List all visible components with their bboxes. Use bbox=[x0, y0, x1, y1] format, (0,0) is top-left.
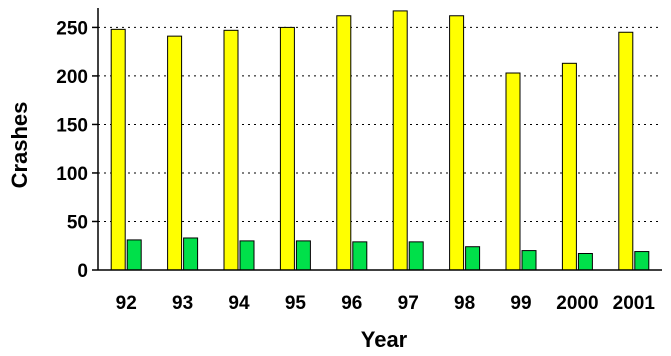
bar-green-94 bbox=[239, 240, 255, 271]
bar-green-95 bbox=[295, 240, 311, 271]
x-axis-title: Year bbox=[361, 327, 408, 352]
bar-green-93 bbox=[183, 237, 199, 271]
bar-green-2000 bbox=[577, 253, 593, 271]
x-tick-label-96: 96 bbox=[341, 293, 362, 314]
bar-yellow-96 bbox=[336, 15, 352, 271]
x-tick-labels: 92 93 94 95 96 97 98 99 2000 2001 bbox=[116, 293, 656, 314]
y-tick-labels: 0 50 100 150 200 250 bbox=[56, 18, 98, 282]
bar-green-92 bbox=[126, 239, 142, 271]
x-tick-label-93: 93 bbox=[172, 293, 193, 314]
x-tick-label-95: 95 bbox=[285, 293, 307, 314]
x-tick-label-99: 99 bbox=[510, 293, 531, 314]
bar-yellow-99 bbox=[505, 72, 521, 271]
y-tick-label-150: 150 bbox=[56, 115, 88, 136]
bar-green-98 bbox=[465, 246, 481, 271]
bar-yellow-98 bbox=[449, 15, 465, 271]
bar-yellow-92 bbox=[110, 28, 126, 271]
x-tick-label-92: 92 bbox=[116, 293, 137, 314]
bars bbox=[110, 10, 650, 271]
x-tick-label-97: 97 bbox=[398, 293, 419, 314]
bar-green-96 bbox=[352, 241, 368, 271]
bar-green-2001 bbox=[634, 251, 650, 271]
y-tick-label-50: 50 bbox=[67, 212, 88, 233]
x-tick-label-2001: 2001 bbox=[613, 293, 656, 314]
x-tick-label-98: 98 bbox=[454, 293, 475, 314]
y-tick-label-0: 0 bbox=[77, 261, 88, 282]
bar-yellow-95 bbox=[279, 26, 295, 271]
x-tick-label-2000: 2000 bbox=[556, 293, 598, 314]
axes bbox=[97, 8, 662, 271]
bar-yellow-94 bbox=[223, 29, 239, 271]
bar-yellow-2001 bbox=[618, 31, 634, 271]
bar-yellow-93 bbox=[167, 35, 183, 271]
y-tick-label-200: 200 bbox=[56, 67, 88, 88]
gridlines bbox=[98, 26, 662, 222]
bar-green-97 bbox=[408, 241, 424, 271]
bar-yellow-2000 bbox=[561, 62, 577, 271]
bar-green-99 bbox=[521, 250, 537, 271]
bar-yellow-97 bbox=[392, 10, 408, 271]
x-tick-label-94: 94 bbox=[228, 293, 250, 314]
y-tick-label-100: 100 bbox=[56, 164, 88, 185]
y-axis-title: Crashes bbox=[7, 102, 32, 189]
y-tick-label-250: 250 bbox=[56, 18, 88, 39]
